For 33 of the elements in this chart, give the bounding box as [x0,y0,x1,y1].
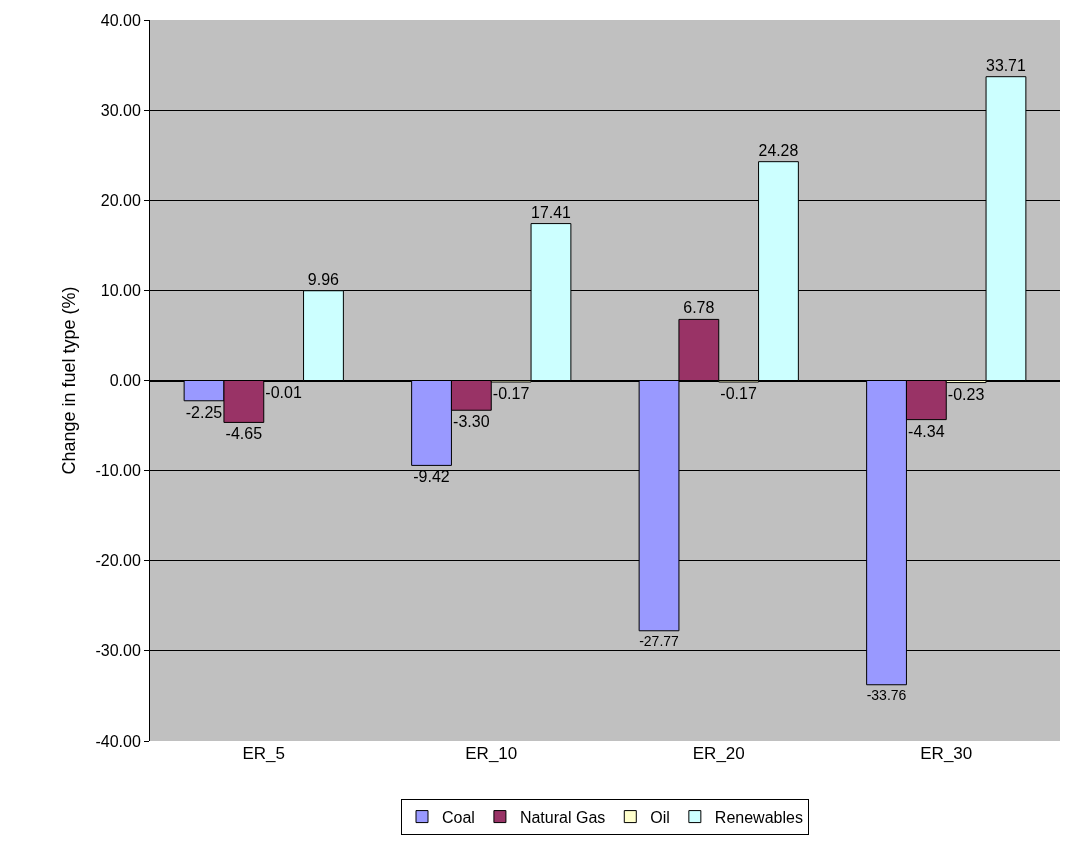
data-label: 6.78 [683,299,715,317]
data-label: -0.17 [720,385,757,403]
legend-label: Coal [442,808,475,826]
x-tick-label: ER_30 [920,744,973,763]
data-label: 9.96 [307,270,340,288]
data-label: -2.25 [185,403,223,421]
y-tick-label: 40.00 [100,11,141,29]
data-label: -27.77 [639,633,680,650]
data-label: 24.28 [758,141,799,159]
x-tick-label: ER_10 [465,744,518,763]
data-label: -0.01 [265,383,302,401]
y-tick-label: -20.00 [95,552,141,570]
x-tick-label: ER_20 [692,744,745,763]
data-label: -0.17 [492,385,530,403]
data-label: -4.34 [908,422,945,440]
data-label: -4.65 [225,425,263,443]
data-label: -0.23 [947,385,985,403]
data-label: 17.41 [531,203,571,221]
legend-label: Oil [650,808,670,826]
legend-label: Renewables [714,808,803,826]
y-tick-label: -10.00 [95,462,141,480]
y-tick-label: -40.00 [95,732,141,750]
y-tick-label: -30.00 [95,642,141,660]
y-tick-label: 10.00 [100,281,141,299]
data-label: 33.71 [986,56,1026,74]
data-label: -33.76 [866,687,907,704]
y-tick-label: 0.00 [109,372,141,390]
x-tick-label: ER_5 [242,744,286,763]
data-label: -3.30 [453,413,490,431]
legend-label: Natural Gas [519,808,606,826]
y-axis-title: Change in fuel type (%) [58,286,79,475]
y-tick-label: 20.00 [100,191,141,209]
y-tick-label: 30.00 [100,101,141,119]
